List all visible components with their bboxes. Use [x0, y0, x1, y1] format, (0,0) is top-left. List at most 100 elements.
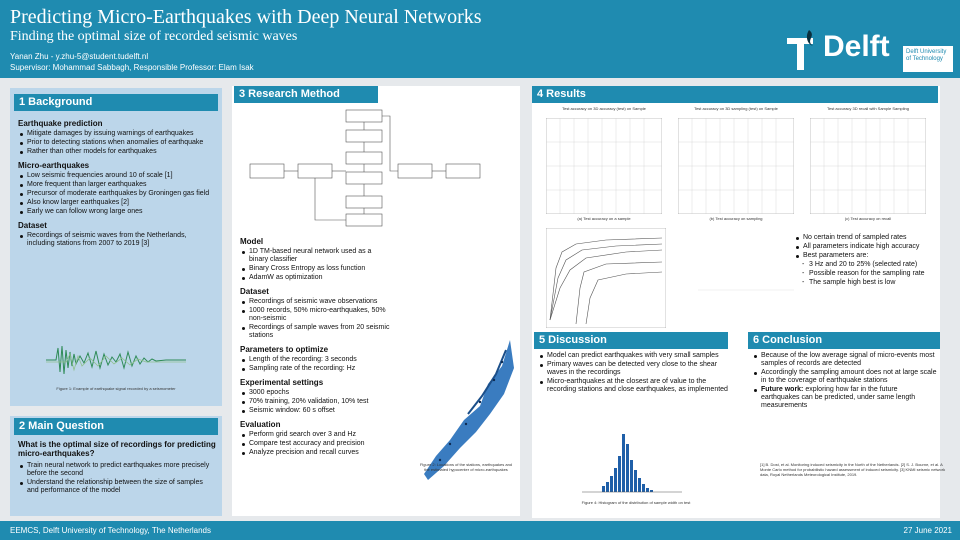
list-item: 3000 epochs: [240, 389, 390, 397]
method-heading: 3 Research Method: [234, 86, 378, 103]
chart-a-title: Test accuracy on 3D accuracy (test) on S…: [562, 106, 646, 111]
evaluation-list: Perform grid search over 3 and Hz Compar…: [240, 431, 390, 457]
chart-c-title: Test accuracy 3D recall with Sample Samp…: [826, 106, 910, 111]
logo-word: Delft: [823, 30, 890, 63]
conclusion-heading: 6 Conclusion: [748, 332, 940, 349]
discussion-body: Model can predict earthquakes with very …: [538, 352, 728, 395]
list-item: Understand the relationship between the …: [18, 479, 216, 495]
conclusion-list: Because of the low average signal of mic…: [752, 352, 938, 410]
footer-affiliation: EEMCS, Delft University of Technology, T…: [10, 526, 211, 535]
list-item: Sampling rate of the recording: Hz: [240, 365, 390, 373]
eq-prediction-title: Earthquake prediction: [18, 119, 103, 128]
list-item: Recordings of seismic wave observations: [240, 298, 390, 306]
list-item: Length of the recording: 3 seconds: [240, 356, 390, 364]
list-item: Precursor of moderate earthquakes by Gro…: [18, 190, 216, 198]
list-item: Analyze precision and recall curves: [240, 449, 390, 457]
learning-curve-figure: [546, 228, 666, 328]
list-subitem: The sample high best is low: [794, 279, 934, 287]
author-block: Yanan Zhu - y.zhu-5@student.tudelft.nl S…: [10, 51, 254, 73]
chart-c-caption: (c) Test accuracy on recall: [844, 216, 892, 221]
list-subitem: 3 Hz and 20 to 25% (selected rate): [794, 261, 934, 269]
list-item: 1000 records, 50% micro-earthquakes, 50%…: [240, 307, 390, 323]
results-heading: 4 Results: [532, 86, 938, 103]
heatmap-a: [546, 118, 662, 214]
main-question-body: What is the optimal size of recordings f…: [18, 436, 216, 496]
list-item: Prior to detecting stations when anomali…: [18, 139, 216, 147]
list-item: Compare test accuracy and precision: [240, 440, 390, 448]
params-list: Length of the recording: 3 seconds Sampl…: [240, 356, 390, 373]
eq-prediction-list: Mitigate damages by issuing warnings of …: [18, 130, 216, 156]
list-item: More frequent than larger earthquakes: [18, 181, 216, 189]
list-item: 1D TM-based neural network used as a bin…: [240, 248, 390, 264]
results-list: No certain trend of sampled rates All pa…: [794, 234, 934, 287]
scatter-figure: [678, 228, 798, 328]
list-item: Perform grid search over 3 and Hz: [240, 431, 390, 439]
list-subitem: Possible reason for the sampling rate: [794, 270, 934, 278]
background-heading: 1 Background: [14, 94, 218, 111]
list-item: Primary waves can be detected very close…: [538, 361, 728, 377]
seismogram-figure: [46, 345, 186, 375]
micro-eq-list: Low seismic frequencies around 10 of sca…: [18, 172, 216, 216]
method-dataset-list: Recordings of seismic wave observations …: [240, 298, 390, 340]
list-item: Mitigate damages by issuing warnings of …: [18, 130, 216, 138]
model-list: 1D TM-based neural network used as a bin…: [240, 248, 390, 282]
footer-date: 27 June 2021: [903, 526, 953, 535]
question-list: Train neural network to predict earthqua…: [18, 462, 216, 495]
dataset-title: Dataset: [18, 221, 47, 230]
list-item: AdamW as optimization: [240, 274, 390, 282]
chart-a-caption: (a) Test accuracy on a sample: [577, 216, 631, 221]
list-item: Rather than other models for earthquakes: [18, 148, 216, 156]
list-item: Binary Cross Entropy as loss function: [240, 265, 390, 273]
exp-settings-list: 3000 epochs 70% training, 20% validation…: [240, 389, 390, 415]
exp-settings-title: Experimental settings: [240, 378, 324, 387]
heatmap-c: [810, 118, 926, 214]
figure2-caption: Figure 2: Locations of the stations, ear…: [419, 462, 513, 472]
model-title: Model: [240, 237, 264, 246]
conclusion-body: Because of the low average signal of mic…: [752, 352, 938, 411]
tudelft-logo: Delft Delft University of Technology: [783, 28, 953, 74]
poster-footer: EEMCS, Delft University of Technology, T…: [0, 521, 960, 540]
list-item: 70% training, 20% validation, 10% test: [240, 398, 390, 406]
figure1-caption: Figure 1: Example of earthquake signal r…: [56, 386, 176, 391]
list-item: Best parameters are:: [794, 252, 934, 260]
research-question: What is the optimal size of recordings f…: [18, 440, 216, 458]
references: [1] B. Dost, et al. Monitoring induced s…: [760, 462, 946, 477]
list-item: Train neural network to predict earthqua…: [18, 462, 216, 478]
list-item: Seismic window: 60 s offset: [240, 407, 390, 415]
discussion-heading: 5 Discussion: [534, 332, 728, 349]
station-map-figure: [424, 340, 514, 480]
list-item: Micro-earthquakes at the closest are of …: [538, 378, 728, 394]
chart-b-title: Test accuracy on 3D sampling (test) on S…: [694, 106, 778, 111]
background-body: Earthquake prediction Mitigate damages b…: [18, 114, 216, 249]
future-work-text: exploring how far in the future earthqua…: [761, 386, 916, 409]
dataset-list: Recordings of seismic waves from the Net…: [18, 232, 216, 248]
list-item: Accordingly the sampling amount does not…: [752, 369, 938, 385]
list-item: Low seismic frequencies around 10 of sca…: [18, 172, 216, 180]
main-question-heading: 2 Main Question: [14, 418, 218, 435]
poster-subtitle: Finding the optimal size of recorded sei…: [10, 29, 298, 44]
results-body: No certain trend of sampled rates All pa…: [794, 234, 934, 288]
main-question-panel: 2 Main Question What is the optimal size…: [10, 416, 222, 516]
list-item: Early we can follow wrong large ones: [18, 208, 216, 216]
poster-header: Predicting Micro-Earthquakes with Deep N…: [0, 0, 960, 78]
future-work-label: Future work:: [761, 386, 804, 393]
discussion-list: Model can predict earthquakes with very …: [538, 352, 728, 394]
poster-title: Predicting Micro-Earthquakes with Deep N…: [10, 6, 482, 28]
list-item: Future work: exploring how far in the fu…: [752, 386, 938, 410]
list-item: Recordings of sample waves from 20 seism…: [240, 324, 390, 340]
method-dataset-title: Dataset: [240, 287, 269, 296]
histogram-figure: [582, 434, 682, 493]
background-panel: 1 Background Earthquake prediction Mitig…: [10, 88, 222, 406]
list-item: Also know larger earthquakes [2]: [18, 199, 216, 207]
list-item: No certain trend of sampled rates: [794, 234, 934, 242]
list-item: Recordings of seismic waves from the Net…: [18, 232, 216, 248]
micro-eq-title: Micro-earthquakes: [18, 161, 90, 170]
params-title: Parameters to optimize: [240, 345, 329, 354]
method-flow-diagram: [249, 109, 481, 227]
list-item: All parameters indicate high accuracy: [794, 243, 934, 251]
list-item: Because of the low average signal of mic…: [752, 352, 938, 368]
author-line: Yanan Zhu - y.zhu-5@student.tudelft.nl: [10, 52, 149, 61]
flame-logo-icon: [787, 30, 813, 70]
evaluation-title: Evaluation: [240, 420, 281, 429]
method-body: Model 1D TM-based neural network used as…: [240, 232, 390, 458]
